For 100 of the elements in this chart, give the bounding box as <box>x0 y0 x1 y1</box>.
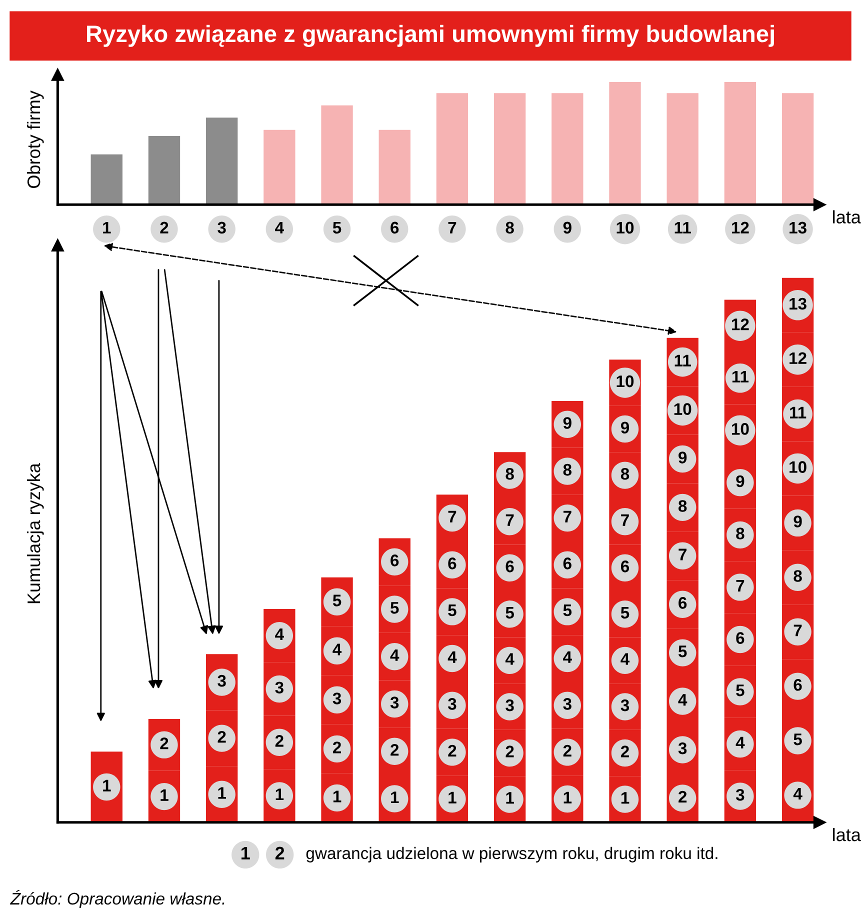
category-label: 7 <box>621 514 629 526</box>
category-label: 7 <box>678 548 686 560</box>
category-label: 2 <box>448 744 456 756</box>
category-label: 8 <box>563 464 572 476</box>
category-label: 5 <box>794 734 802 746</box>
category-label: 7 <box>563 510 572 522</box>
x-tick-label: 2 <box>160 222 168 234</box>
x-axis-title: lata <box>833 210 861 224</box>
x-tick-label: 8 <box>506 222 514 234</box>
text: 1 <box>333 790 342 802</box>
category-label: 4 <box>620 653 630 665</box>
category-label: 8 <box>736 528 744 540</box>
x-tick-label: 13 <box>790 222 806 234</box>
category-label: 12 <box>790 352 806 364</box>
category-label: 9 <box>736 475 744 488</box>
series-label: 11 <box>674 354 691 366</box>
category-label: 2 <box>390 744 399 756</box>
category-label: 2 <box>563 744 572 756</box>
text: 2 <box>275 735 284 747</box>
category-label: 3 <box>736 788 744 801</box>
series-label: 4 <box>275 628 284 640</box>
x-tick-label: 11 <box>674 222 691 234</box>
category-label: 3 <box>506 699 514 712</box>
text: 5 <box>332 594 342 606</box>
series-label: 3 <box>218 674 226 687</box>
category-label: 2 <box>678 790 687 803</box>
category-label: 3 <box>390 696 399 708</box>
category-label: 9 <box>794 516 802 528</box>
category-label: 4 <box>332 644 342 656</box>
annotation: 1 <box>103 780 111 792</box>
category-label: 6 <box>794 678 802 691</box>
category-label: 2 <box>620 746 629 758</box>
series-label: 10 <box>732 423 749 435</box>
category-label: 5 <box>620 606 630 619</box>
category-label: 7 <box>794 624 802 636</box>
category-label: 5 <box>736 684 744 696</box>
text: 6 <box>390 554 399 566</box>
text: gwarancja udzielona w pierwszym roku, drugim roku itd. <box>306 846 718 862</box>
series-label: 7 <box>506 514 514 526</box>
category-label: 1 <box>621 792 630 804</box>
category-label: 10 <box>790 461 806 473</box>
category-label: 6 <box>736 632 744 644</box>
category-label: 9 <box>620 422 630 434</box>
y-axis-title: Obroty firmy <box>26 90 44 188</box>
category-label: 5 <box>563 604 572 616</box>
category-label: 4 <box>390 649 400 661</box>
text: 8 <box>506 468 514 480</box>
series-label: 8 <box>678 500 687 512</box>
category-label: 9 <box>678 452 687 464</box>
category-label: 4 <box>505 653 514 665</box>
category-label: 6 <box>506 560 514 572</box>
category-label: 11 <box>732 370 749 382</box>
series-label: 13 <box>790 298 806 310</box>
category-label: 8 <box>794 570 802 582</box>
series-label: 6 <box>678 597 687 609</box>
category-label: 3 <box>678 742 687 754</box>
x-tick-label: 5 <box>332 222 342 234</box>
annotation: 2 <box>218 730 226 743</box>
category-label: 7 <box>736 580 744 592</box>
category-label: 11 <box>790 406 806 418</box>
category-label: 3 <box>275 682 284 694</box>
x-tick-label: 9 <box>563 222 572 234</box>
category-label: 3 <box>620 699 630 712</box>
category-label: 10 <box>674 403 692 415</box>
category-label: 1 <box>218 787 226 799</box>
series-label: 2 <box>160 738 168 750</box>
category-label: 4 <box>793 788 802 800</box>
text: Źródło: Opracowanie własne. <box>10 890 224 908</box>
x-tick-label: 1 <box>103 222 111 234</box>
category-label: 3 <box>332 692 342 704</box>
x-tick-label: 4 <box>275 222 284 234</box>
x-tick-label: 7 <box>448 222 456 234</box>
text: 1 <box>160 789 168 801</box>
category-label: 3 <box>563 698 572 710</box>
category-label: 4 <box>563 651 572 663</box>
category-label: 8 <box>620 468 630 480</box>
series-label: 1 <box>276 788 284 800</box>
x-tick-label: 6 <box>390 222 399 234</box>
category-label: 4 <box>736 736 745 748</box>
y-axis-title: Kumulacja ryzyka <box>26 463 44 604</box>
series-label: 12 <box>732 318 749 330</box>
category-label: 6 <box>563 558 572 570</box>
text: 10 <box>616 375 634 388</box>
series-label: 5 <box>390 602 399 614</box>
x-tick-label: 3 <box>218 222 226 234</box>
category-label: 4 <box>448 651 457 663</box>
category-label: 5 <box>448 604 456 616</box>
x-tick-label: 10 <box>616 222 634 234</box>
category-label: 5 <box>678 646 687 658</box>
category-label: 6 <box>448 558 456 570</box>
category-label: 5 <box>506 606 514 619</box>
category-label: 2 <box>332 742 341 754</box>
category-label: 3 <box>448 698 456 710</box>
x-tick-label: 12 <box>732 222 749 234</box>
x-axis-title: lata <box>833 828 861 842</box>
text: 7 <box>448 510 456 522</box>
category-label: 2 <box>506 746 514 758</box>
category-label: 6 <box>620 560 630 572</box>
chart-title: Ryzyko związane z gwarancjami umownymi firmy budowlanej <box>87 24 774 48</box>
category-label: 4 <box>678 694 688 706</box>
